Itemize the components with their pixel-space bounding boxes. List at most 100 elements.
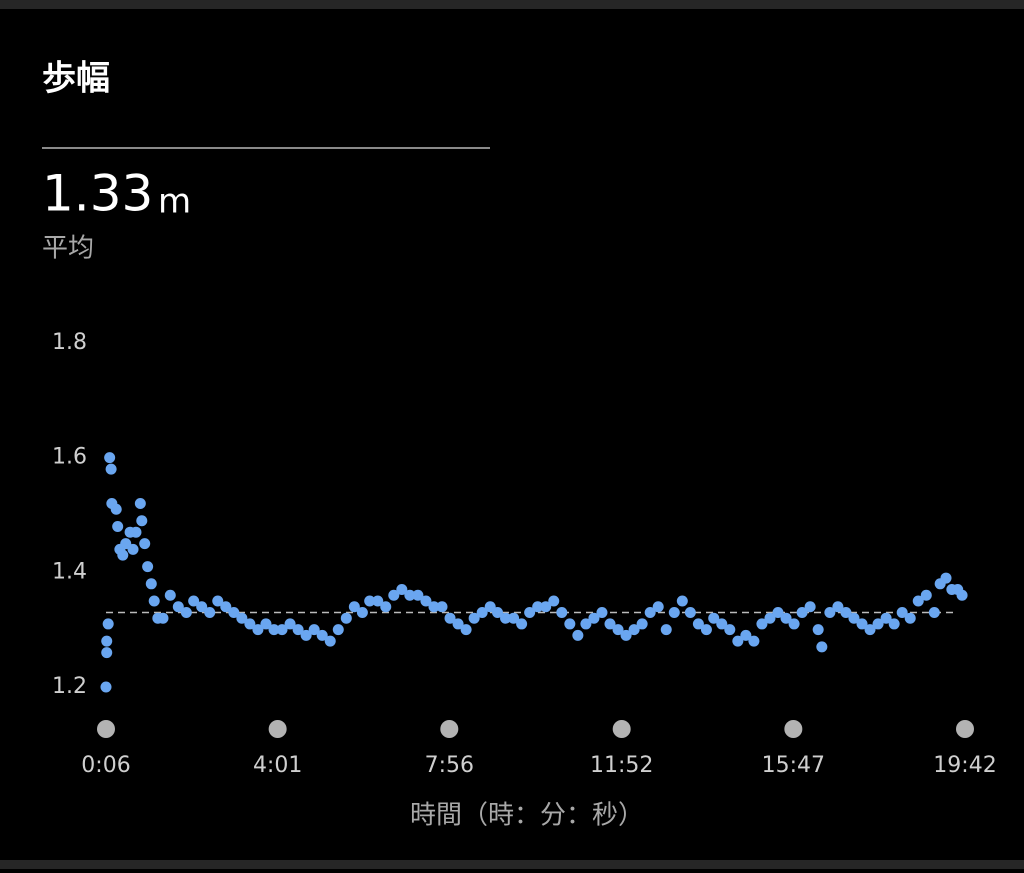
data-point — [252, 624, 264, 636]
data-point — [516, 618, 528, 630]
data-point — [708, 612, 720, 624]
bottom-bar — [0, 860, 1024, 869]
data-point — [636, 618, 648, 630]
data-point — [212, 595, 224, 607]
data-point — [452, 618, 464, 630]
data-point — [436, 601, 448, 613]
x-tick-label: 15:47 — [762, 753, 825, 778]
data-point — [476, 606, 488, 618]
x-tick-dot — [97, 720, 115, 738]
data-point — [412, 589, 424, 601]
data-point — [872, 618, 884, 630]
title: 歩幅 — [42, 59, 110, 99]
data-point — [812, 624, 824, 636]
data-point — [268, 624, 280, 636]
data-point — [260, 618, 272, 630]
data-point — [276, 624, 288, 636]
data-point — [588, 612, 600, 624]
y-tick-label: 1.2 — [52, 674, 87, 699]
data-point — [676, 595, 688, 607]
data-point — [332, 624, 344, 636]
data-point — [102, 618, 114, 630]
data-point — [428, 601, 440, 613]
data-point — [196, 601, 208, 613]
data-point — [468, 612, 480, 624]
data-point — [236, 612, 248, 624]
summary-label: 平均 — [42, 234, 94, 264]
data-point — [668, 606, 680, 618]
data-point — [300, 629, 312, 641]
data-point — [832, 601, 844, 613]
data-point — [628, 624, 640, 636]
x-tick-label: 7:56 — [425, 753, 474, 778]
data-point — [620, 629, 632, 641]
data-point — [804, 601, 816, 613]
data-point — [127, 543, 139, 555]
data-point — [324, 635, 336, 647]
data-point — [928, 606, 940, 618]
data-point — [492, 606, 504, 618]
x-tick-dot — [440, 720, 459, 738]
data-point — [692, 618, 704, 630]
summary-unit: m — [158, 182, 191, 222]
data-point — [104, 452, 116, 464]
y-tick-label: 1.4 — [52, 559, 87, 584]
data-point — [388, 589, 400, 601]
data-point — [508, 612, 520, 624]
data-point — [292, 624, 304, 636]
data-point — [101, 635, 113, 647]
data-point — [164, 589, 176, 601]
data-point — [444, 612, 456, 624]
data-point — [180, 606, 192, 618]
data-point — [896, 606, 908, 618]
data-point — [228, 606, 240, 618]
data-point — [220, 601, 232, 613]
data-point — [364, 595, 376, 607]
data-point — [732, 635, 744, 647]
data-point — [380, 601, 392, 613]
data-point — [172, 601, 184, 613]
data-point — [340, 612, 352, 624]
data-point — [420, 595, 432, 607]
data-point — [404, 589, 416, 601]
data-point — [204, 606, 216, 618]
data-point — [372, 595, 384, 607]
data-point — [904, 612, 916, 624]
data-point — [764, 612, 776, 624]
data-point — [940, 572, 952, 584]
data-point — [956, 589, 968, 601]
data-point — [556, 606, 568, 618]
data-point — [136, 515, 148, 527]
data-point — [145, 578, 157, 590]
x-axis-title: 時間（時：分：秒） — [410, 801, 644, 831]
data-point — [244, 618, 256, 630]
data-point — [100, 681, 112, 693]
data-point — [101, 647, 113, 659]
data-point — [920, 589, 932, 601]
data-point — [652, 601, 664, 613]
y-tick-label: 1.6 — [52, 445, 87, 470]
data-point — [816, 641, 828, 653]
x-tick-dot — [784, 720, 803, 738]
data-point — [396, 584, 408, 596]
data-point — [748, 635, 760, 647]
data-point — [604, 618, 616, 630]
data-point — [756, 618, 768, 630]
data-point — [157, 612, 169, 624]
data-point — [130, 526, 142, 538]
x-tick-label: 4:01 — [253, 753, 302, 778]
data-point — [148, 595, 160, 607]
data-point — [532, 601, 544, 613]
data-point — [840, 606, 852, 618]
top-bar — [0, 0, 1024, 9]
data-point — [500, 612, 512, 624]
summary-value: 1.33 — [42, 165, 153, 223]
data-point — [117, 549, 129, 561]
data-point — [772, 606, 784, 618]
data-point — [684, 606, 696, 618]
data-point — [110, 503, 122, 515]
data-point — [716, 618, 728, 630]
data-point — [912, 595, 924, 607]
data-point — [139, 538, 151, 550]
